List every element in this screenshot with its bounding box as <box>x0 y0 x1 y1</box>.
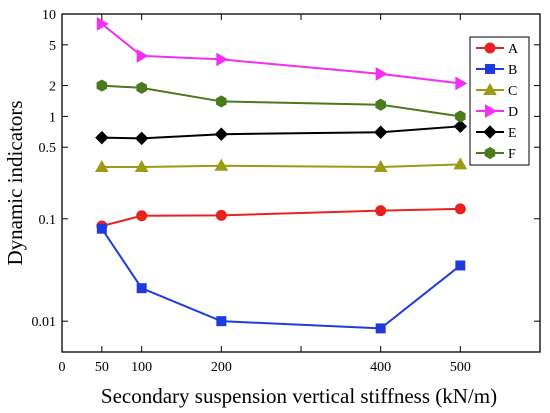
y-tick-label: 2 <box>49 80 56 95</box>
series-f-point <box>216 95 227 108</box>
series-f-point <box>375 98 386 111</box>
legend-label-a: A <box>508 42 519 57</box>
series-a-point <box>454 203 466 215</box>
series-c-point <box>134 160 149 173</box>
series-d-point <box>96 17 109 31</box>
plot-frame <box>61 13 541 353</box>
legend-marker-a <box>484 42 496 54</box>
legend-label-c: C <box>508 84 517 99</box>
series-b-point <box>96 223 107 234</box>
series-f-line <box>101 84 461 118</box>
series-e-point <box>373 125 388 139</box>
legend-marker-f <box>484 146 496 160</box>
legend-marker-b <box>485 64 495 74</box>
legend-label-f: F <box>508 147 516 162</box>
series-e-point <box>134 131 149 146</box>
series-c-point <box>94 160 109 173</box>
series-c-point <box>373 160 388 173</box>
y-tick-label: 0.5 <box>39 141 57 156</box>
series-d-line <box>101 23 461 85</box>
series-f-point <box>136 81 147 94</box>
series-a-point <box>215 209 227 221</box>
series-c-point <box>453 157 468 170</box>
x-tick-label: 50 <box>95 360 109 375</box>
series-d-point <box>455 76 468 91</box>
series-b <box>96 223 466 334</box>
y-tick-label: 5 <box>49 39 56 54</box>
legend-marker-e <box>483 125 497 139</box>
y-tick-label: 0.01 <box>32 315 57 330</box>
x-axis-label: Secondary suspension vertical stiffness … <box>101 384 497 408</box>
y-axis-label: Dynamic indicators <box>3 100 27 265</box>
series-e-point <box>95 130 109 145</box>
series-b-line <box>101 228 461 330</box>
y-tick-label: 1 <box>49 110 56 125</box>
x-tick-label: 200 <box>211 360 232 375</box>
legend-label-d: D <box>508 105 518 120</box>
series-a-point <box>375 205 387 217</box>
series-b-point <box>375 323 386 334</box>
series-b-point <box>455 260 466 271</box>
series-e-point <box>214 127 229 141</box>
series-f-point <box>455 110 466 123</box>
series-e-line <box>101 125 461 140</box>
series-e-point <box>453 119 468 134</box>
y-tick-label: 10 <box>42 8 56 23</box>
x-tick-label: 400 <box>370 360 391 375</box>
series-d-point <box>216 52 229 67</box>
legend-marker-d <box>485 104 498 118</box>
series-d-point <box>375 67 388 81</box>
series-b-point <box>216 316 227 327</box>
y-tick-label: 0.1 <box>39 213 57 228</box>
legend-label-e: E <box>508 126 517 141</box>
y-axis: 0.01 0.1 0.5 1 2 5 10 <box>32 8 540 330</box>
series-b-point <box>136 283 147 294</box>
series-c-line <box>101 163 461 169</box>
series-c <box>94 157 468 173</box>
legend-marker-c <box>483 82 497 95</box>
x-tick-label: 0 <box>59 360 66 375</box>
legend-label-b: B <box>508 63 517 78</box>
series-a-line <box>101 207 461 227</box>
series-a <box>96 203 466 232</box>
series-d-point <box>136 49 149 63</box>
x-tick-label: 500 <box>450 360 471 375</box>
series-layer <box>94 17 468 334</box>
series-d <box>96 17 468 91</box>
series-f <box>96 79 466 123</box>
series-a-point <box>136 210 148 222</box>
x-axis: 0 50 100 200 400 500 <box>59 14 541 375</box>
x-tick-label: 100 <box>131 360 152 375</box>
series-c-point <box>214 158 229 171</box>
legend-box <box>469 36 530 166</box>
series-e <box>95 119 468 146</box>
series-f-point <box>96 79 108 92</box>
